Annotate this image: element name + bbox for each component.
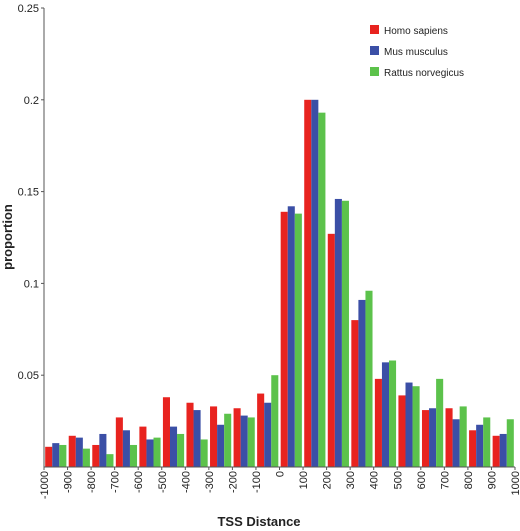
x-tick-label: 500	[392, 471, 404, 489]
bar	[82, 448, 90, 467]
bar	[506, 419, 514, 467]
x-tick-label: -1000	[39, 471, 51, 499]
bar	[483, 417, 491, 467]
x-tick-label: 800	[463, 471, 475, 489]
bar	[45, 446, 53, 467]
bar	[224, 413, 232, 467]
bar	[398, 395, 406, 467]
bar	[280, 211, 288, 467]
x-tick-label: -500	[157, 471, 169, 493]
bar	[68, 435, 76, 467]
bar	[412, 386, 420, 467]
legend-label: Mus musculus	[384, 47, 448, 58]
bar	[115, 417, 123, 467]
y-tick-label: 0.1	[24, 278, 39, 290]
bar	[271, 375, 279, 467]
x-tick-label: -600	[133, 471, 145, 493]
bar	[139, 426, 147, 467]
x-tick-label: -700	[110, 471, 122, 493]
bar	[421, 410, 430, 467]
bar	[106, 454, 114, 467]
x-tick-label: -800	[86, 471, 98, 493]
bar	[153, 437, 161, 467]
bar	[499, 433, 507, 467]
bar	[177, 433, 185, 467]
bar	[217, 424, 225, 467]
bar	[327, 233, 335, 467]
bar	[452, 419, 460, 467]
x-tick-label: -300	[204, 471, 216, 493]
legend-label: Homo sapiens	[384, 26, 448, 37]
x-tick-label: 400	[369, 471, 381, 489]
x-tick-label: 900	[486, 471, 498, 489]
bar	[264, 402, 272, 467]
bar	[311, 99, 319, 468]
legend-swatch	[370, 67, 379, 76]
y-tick-label: 0.2	[24, 95, 39, 107]
x-tick-label: -900	[63, 471, 75, 493]
bar	[92, 444, 100, 467]
bar	[287, 206, 295, 467]
x-tick-label: 700	[439, 471, 451, 489]
bar	[304, 99, 312, 468]
bar	[52, 443, 60, 467]
bar	[247, 417, 255, 467]
bar	[129, 444, 138, 467]
x-tick-label: 100	[298, 471, 310, 489]
bar	[122, 430, 130, 467]
bar	[193, 410, 201, 467]
legend-swatch	[370, 46, 379, 55]
bar	[233, 408, 241, 467]
y-tick-label: 0.05	[18, 370, 39, 382]
x-tick-label: 0	[275, 471, 287, 477]
legend-swatch	[370, 25, 379, 34]
bar	[257, 393, 265, 467]
bar	[341, 200, 349, 467]
bar	[492, 435, 500, 467]
y-axis-label: proportion	[0, 204, 15, 270]
bar	[445, 408, 453, 467]
y-tick-label: 0.15	[18, 187, 39, 199]
x-tick-label: -200	[227, 471, 239, 493]
bar	[318, 112, 326, 467]
bar	[240, 415, 248, 467]
x-tick-label: 300	[345, 471, 357, 489]
bar	[358, 299, 366, 467]
bar	[162, 397, 170, 467]
bar	[200, 439, 208, 467]
bar	[381, 362, 390, 467]
bar	[351, 320, 359, 467]
bar	[405, 382, 413, 467]
y-tick-label: 0.25	[18, 3, 39, 15]
bar	[99, 433, 107, 467]
bar	[429, 408, 437, 467]
bar	[365, 290, 373, 467]
bar	[186, 402, 194, 467]
bar	[476, 424, 484, 467]
bar	[75, 437, 83, 467]
bar	[169, 426, 178, 467]
bar	[436, 378, 444, 467]
x-tick-label: 600	[416, 471, 428, 489]
bar	[59, 444, 67, 467]
bar	[334, 198, 342, 467]
legend-label: Rattus norvegicus	[384, 68, 464, 79]
bar	[374, 378, 382, 467]
x-tick-label: 1000	[510, 471, 520, 495]
x-tick-label: -100	[251, 471, 263, 493]
x-tick-label: -400	[180, 471, 192, 493]
bar	[389, 360, 397, 467]
x-tick-label: 200	[322, 471, 334, 489]
bar	[294, 213, 302, 467]
bar	[469, 430, 477, 467]
bar	[459, 406, 467, 467]
bar	[146, 439, 154, 467]
x-axis-label: TSS Distance	[217, 514, 300, 529]
bar	[210, 406, 218, 467]
